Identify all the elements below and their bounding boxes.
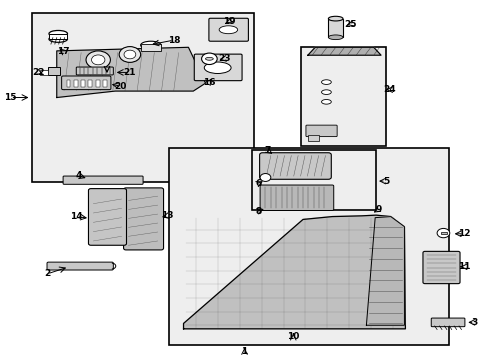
Ellipse shape [328,16,342,21]
Ellipse shape [141,41,161,49]
Circle shape [91,55,105,65]
Bar [251,149,375,211]
Text: 6: 6 [255,179,261,188]
Ellipse shape [205,57,213,60]
Circle shape [436,228,449,238]
Text: 19: 19 [222,17,235,26]
FancyBboxPatch shape [88,189,126,245]
Ellipse shape [321,99,330,104]
Ellipse shape [49,31,67,37]
Bar [47,67,60,75]
Text: 25: 25 [344,19,356,28]
Ellipse shape [219,26,237,34]
FancyBboxPatch shape [208,18,248,41]
Text: 4: 4 [75,171,81,180]
FancyBboxPatch shape [260,185,333,211]
Text: 24: 24 [383,85,395,94]
Text: 16: 16 [202,78,215,87]
Text: 15: 15 [4,93,17,102]
FancyBboxPatch shape [430,318,464,327]
Text: 17: 17 [57,47,69,56]
Text: 23: 23 [217,54,230,63]
Bar [88,80,92,87]
Bar [96,80,100,87]
FancyBboxPatch shape [259,153,330,179]
Text: 9: 9 [375,205,381,214]
Polygon shape [307,47,380,55]
Bar [300,47,385,146]
FancyBboxPatch shape [194,54,242,81]
Ellipse shape [321,90,330,94]
Text: 5: 5 [382,176,388,185]
Bar [81,80,85,87]
Ellipse shape [321,80,330,85]
Text: 10: 10 [286,332,299,341]
Circle shape [201,53,217,64]
Circle shape [260,174,270,181]
Bar [66,80,70,87]
Text: 7: 7 [264,146,270,155]
Bar [440,232,446,234]
Bar [328,19,342,37]
Text: 18: 18 [167,36,180,45]
Bar [49,34,67,39]
Ellipse shape [204,62,231,73]
FancyBboxPatch shape [63,176,143,184]
Text: 1: 1 [241,347,247,356]
Text: 8: 8 [255,207,261,216]
FancyBboxPatch shape [61,76,111,90]
Text: 12: 12 [457,229,469,238]
Bar [40,69,47,75]
Bar [168,148,448,345]
Bar [74,80,78,87]
Polygon shape [366,217,404,325]
Bar [141,44,161,51]
Circle shape [119,46,141,62]
Text: 14: 14 [70,212,82,221]
FancyBboxPatch shape [76,67,113,75]
Text: 2: 2 [44,269,50,278]
Text: 3: 3 [470,318,477,327]
Polygon shape [183,215,405,329]
Text: 11: 11 [457,262,469,271]
Ellipse shape [49,36,67,42]
Text: 20: 20 [114,82,126,91]
Text: 21: 21 [123,68,136,77]
FancyBboxPatch shape [422,251,459,284]
Bar [307,135,318,140]
FancyBboxPatch shape [305,125,336,136]
Bar [32,13,254,182]
Polygon shape [57,47,205,98]
Text: 13: 13 [161,211,173,220]
FancyBboxPatch shape [123,188,163,250]
Text: 22: 22 [32,68,45,77]
FancyBboxPatch shape [47,262,113,270]
Circle shape [86,51,110,69]
Ellipse shape [328,35,342,40]
Bar [103,80,107,87]
Circle shape [124,50,136,59]
